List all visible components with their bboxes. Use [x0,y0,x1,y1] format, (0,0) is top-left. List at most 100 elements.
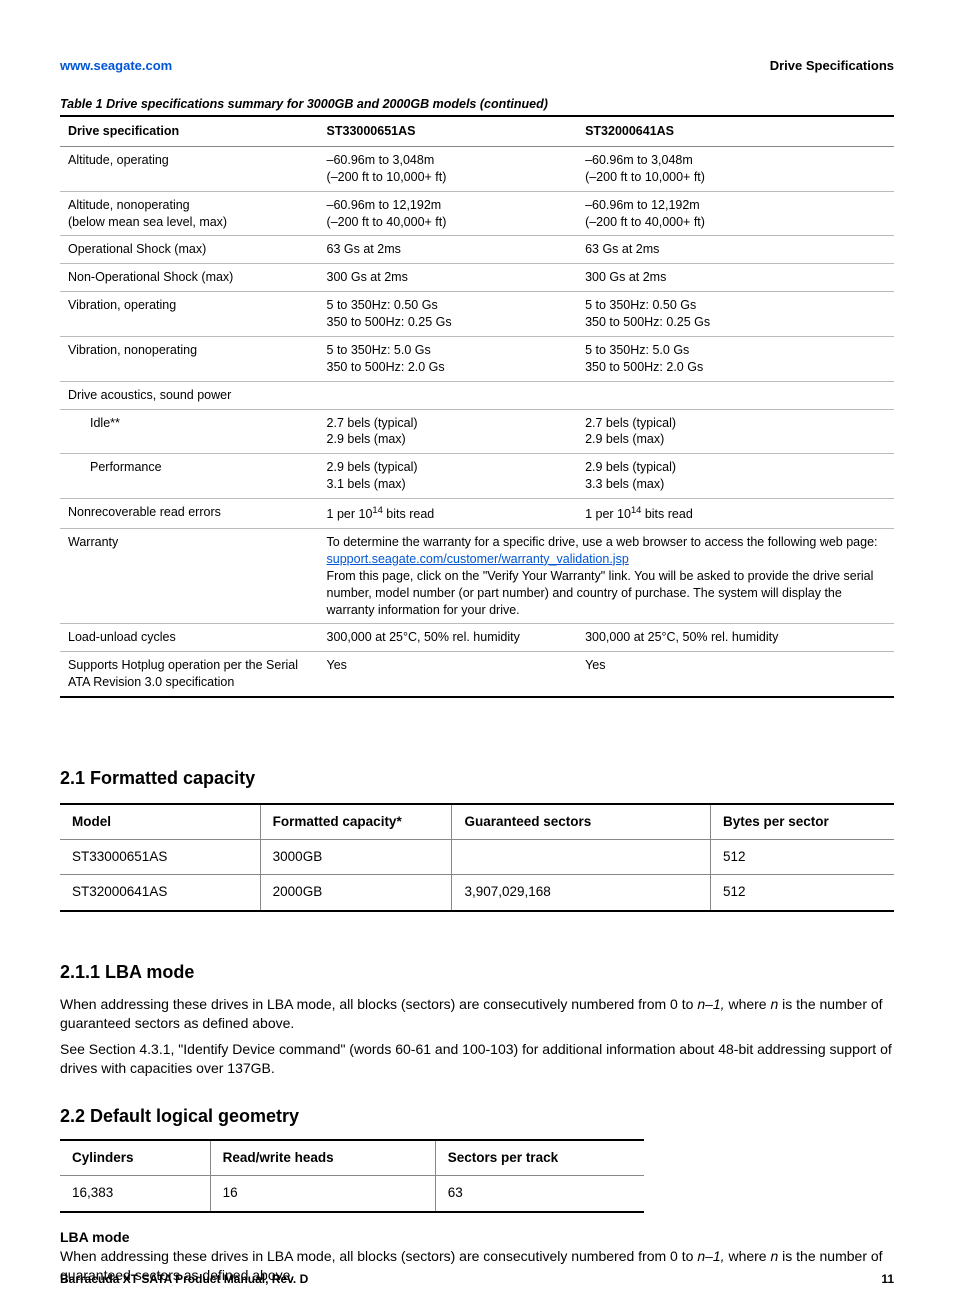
spec-head-1: ST33000651AS [319,116,578,146]
spec-row: Altitude, nonoperating(below mean sea le… [60,191,894,236]
cap-cell: ST32000641AS [60,875,260,911]
text: where [725,1248,771,1264]
spec-value-b [577,381,894,409]
spec-value-b: 63 Gs at 2ms [577,236,894,264]
spec-value-b: 1 per 1014 bits read [577,499,894,529]
spec-row: Vibration, nonoperating5 to 350Hz: 5.0 G… [60,336,894,381]
spec-label: Idle** [60,409,319,454]
text: When addressing these drives in LBA mode… [60,1248,697,1264]
spec-head-0: Drive specification [60,116,319,146]
section-2-1-title: 2.1 Formatted capacity [60,768,894,789]
spec-value-b: 300,000 at 25°C, 50% rel. humidity [577,624,894,652]
spec-value-b: 5 to 350Hz: 0.50 Gs350 to 500Hz: 0.25 Gs [577,292,894,337]
text-ital: n–1, [697,1248,724,1264]
spec-label: Supports Hotplug operation per the Seria… [60,652,319,697]
geo-head-0: Cylinders [60,1140,210,1176]
spec-label: Vibration, operating [60,292,319,337]
cap-cell: ST33000651AS [60,840,260,875]
cap-cell: 3000GB [260,840,452,875]
spec-value-a [319,381,578,409]
spec-value-b: 2.7 bels (typical)2.9 bels (max) [577,409,894,454]
capacity-table: Model Formatted capacity* Guaranteed sec… [60,803,894,912]
spec-row: Warranty To determine the warranty for a … [60,529,894,624]
spec-value-b: –60.96m to 12,192m(–200 ft to 40,000+ ft… [577,191,894,236]
spec-value-a: 1 per 1014 bits read [319,499,578,529]
page: www.seagate.com Drive Specifications Tab… [0,0,954,1312]
cap-cell: 512 [711,875,895,911]
spec-value-b: 2.9 bels (typical)3.3 bels (max) [577,454,894,499]
spec-value-span: To determine the warranty for a specific… [319,529,894,624]
cap-cell: 3,907,029,168 [452,875,711,911]
geometry-table: Cylinders Read/write heads Sectors per t… [60,1139,644,1212]
spec-label: Nonrecoverable read errors [60,499,319,529]
cap-head-3: Bytes per sector [711,804,895,840]
text-ital: n–1, [697,996,724,1012]
spec-value-a: 5 to 350Hz: 5.0 Gs350 to 500Hz: 2.0 Gs [319,336,578,381]
spec-label: Non-Operational Shock (max) [60,264,319,292]
spec-row: Non-Operational Shock (max)300 Gs at 2ms… [60,264,894,292]
lba-para-1: When addressing these drives in LBA mode… [60,995,894,1033]
spec-row: Altitude, operating–60.96m to 3,048m(–20… [60,146,894,191]
cap-head-2: Guaranteed sectors [452,804,711,840]
geo-head-row: Cylinders Read/write heads Sectors per t… [60,1140,644,1176]
spec-row: Nonrecoverable read errors1 per 1014 bit… [60,499,894,529]
geo-head-2: Sectors per track [435,1140,644,1176]
spec-label: Load-unload cycles [60,624,319,652]
text: When addressing these drives in LBA mode… [60,996,697,1012]
cap-row-1: ST32000641AS 2000GB 3,907,029,168 512 [60,875,894,911]
spec-label: Warranty [60,529,319,624]
spec-table-caption: Table 1 Drive specifications summary for… [60,97,894,111]
page-header: www.seagate.com Drive Specifications [60,58,894,73]
cap-row-0: ST33000651AS 3000GB 512 [60,840,894,875]
spec-table-head-row: Drive specification ST33000651AS ST32000… [60,116,894,146]
spec-label: Performance [60,454,319,499]
geo-table-wrap: Cylinders Read/write heads Sectors per t… [60,1139,644,1212]
section-2-2-title: 2.2 Default logical geometry [60,1106,894,1127]
page-footer: Barracuda XT SATA Product Manual, Rev. D… [60,1272,894,1286]
geo-cell: 16 [210,1176,435,1212]
geo-head-1: Read/write heads [210,1140,435,1176]
text-ital: n [770,1248,778,1264]
lba-para-2: See Section 4.3.1, "Identify Device comm… [60,1040,894,1078]
spec-value-a: 63 Gs at 2ms [319,236,578,264]
spec-label: Operational Shock (max) [60,236,319,264]
spec-value-a: 2.7 bels (typical)2.9 bels (max) [319,409,578,454]
spec-label: Altitude, operating [60,146,319,191]
spec-value-b: –60.96m to 3,048m(–200 ft to 10,000+ ft) [577,146,894,191]
cap-cell [452,840,711,875]
spec-row: Supports Hotplug operation per the Seria… [60,652,894,697]
warranty-text-pre: To determine the warranty for a specific… [327,535,878,549]
header-section-title: Drive Specifications [770,58,894,73]
header-url-link[interactable]: www.seagate.com [60,58,172,73]
cap-head-0: Model [60,804,260,840]
cap-head-row: Model Formatted capacity* Guaranteed sec… [60,804,894,840]
spec-value-a: 5 to 350Hz: 0.50 Gs350 to 500Hz: 0.25 Gs [319,292,578,337]
cap-cell: 2000GB [260,875,452,911]
geo-row-0: 16,383 16 63 [60,1176,644,1212]
geo-cell: 16,383 [60,1176,210,1212]
cap-cell: 512 [711,840,895,875]
text: where [725,996,771,1012]
spec-label: Altitude, nonoperating(below mean sea le… [60,191,319,236]
spec-row: Vibration, operating5 to 350Hz: 0.50 Gs3… [60,292,894,337]
footer-left: Barracuda XT SATA Product Manual, Rev. D [60,1272,308,1286]
cap-head-1: Formatted capacity* [260,804,452,840]
spec-value-b: 5 to 350Hz: 5.0 Gs350 to 500Hz: 2.0 Gs [577,336,894,381]
spec-row: Load-unload cycles300,000 at 25°C, 50% r… [60,624,894,652]
spec-value-a: 2.9 bels (typical)3.1 bels (max) [319,454,578,499]
spec-value-a: 300,000 at 25°C, 50% rel. humidity [319,624,578,652]
footer-page-number: 11 [881,1272,894,1286]
spec-row: Drive acoustics, sound power [60,381,894,409]
warranty-link[interactable]: support.seagate.com/customer/warranty_va… [327,552,629,566]
warranty-text-post: From this page, click on the "Verify You… [327,569,874,617]
spec-value-a: –60.96m to 3,048m(–200 ft to 10,000+ ft) [319,146,578,191]
spec-label: Vibration, nonoperating [60,336,319,381]
spec-value-a: 300 Gs at 2ms [319,264,578,292]
spec-value-b: 300 Gs at 2ms [577,264,894,292]
geo-cell: 63 [435,1176,644,1212]
spec-row: Operational Shock (max)63 Gs at 2ms63 Gs… [60,236,894,264]
spec-value-b: Yes [577,652,894,697]
spec-row: Idle**2.7 bels (typical)2.9 bels (max)2.… [60,409,894,454]
lba-mode-label: LBA mode [60,1229,894,1245]
spec-value-a: –60.96m to 12,192m(–200 ft to 40,000+ ft… [319,191,578,236]
